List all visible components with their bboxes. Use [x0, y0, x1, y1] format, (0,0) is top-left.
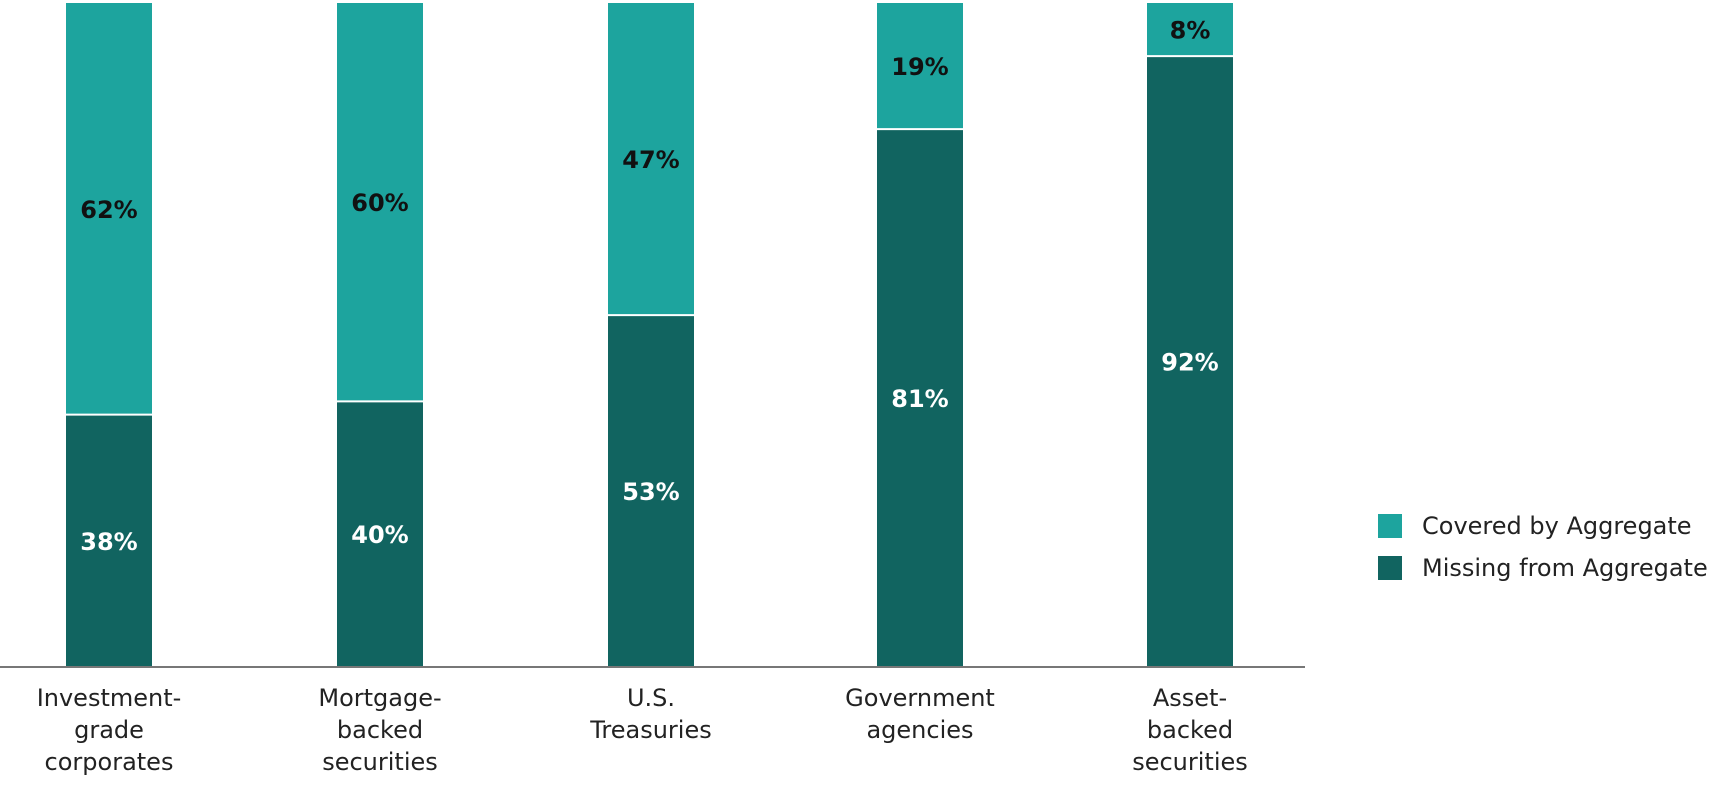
- category-label-line-1-0: Mortgage-: [318, 684, 441, 712]
- category-label-line-0-2: corporates: [45, 748, 174, 776]
- bar-segment-covered-3: [877, 3, 963, 130]
- data-label-covered-0: 62%: [80, 196, 137, 224]
- data-label-covered-1: 60%: [351, 189, 408, 217]
- category-label-line-2-0: U.S.: [627, 684, 675, 712]
- category-label-line-4-0: Asset-: [1153, 684, 1227, 712]
- legend-label-covered: Covered by Aggregate: [1422, 512, 1692, 540]
- category-label-0: Investment-grade corporates: [37, 684, 182, 776]
- data-label-covered-3: 19%: [891, 53, 948, 81]
- data-label-missing-4: 92%: [1161, 349, 1218, 377]
- legend: Covered by Aggregate Missing from Aggreg…: [1378, 505, 1708, 589]
- category-label-3: Government agencies: [845, 684, 995, 744]
- bar-segment-missing-1: [337, 401, 423, 667]
- legend-item-missing: Missing from Aggregate: [1378, 547, 1708, 589]
- category-label-line-2-1: Treasuries: [589, 716, 711, 744]
- legend-label-missing: Missing from Aggregate: [1422, 554, 1708, 582]
- segment-labels-group: 38% 62% 40% 60% 53% 47% 81% 19% 92% 8%: [80, 17, 1218, 556]
- data-label-covered-4: 8%: [1170, 17, 1211, 45]
- category-label-line-3-0: Government: [845, 684, 995, 712]
- category-label-4: Asset-backed securities: [1132, 684, 1248, 776]
- category-label-line-0-1: grade: [74, 716, 144, 744]
- category-label-line-0-0: Investment-: [37, 684, 182, 712]
- bar-segment-missing-4: [1147, 56, 1233, 668]
- category-label-line-1-1: backed: [337, 716, 423, 744]
- category-label-line-4-1: backed: [1147, 716, 1233, 744]
- category-labels-group: Investment-grade corporates Mortgage-backe…: [37, 684, 1248, 776]
- data-label-missing-1: 40%: [351, 521, 408, 549]
- legend-item-covered: Covered by Aggregate: [1378, 505, 1708, 547]
- data-label-missing-3: 81%: [891, 385, 948, 413]
- legend-swatch-covered: [1378, 514, 1402, 538]
- category-label-2: U.S. Treasuries: [589, 684, 711, 744]
- legend-swatch-missing: [1378, 556, 1402, 580]
- category-label-1: Mortgage-backed securities: [318, 684, 441, 776]
- bar-segment-missing-2: [608, 315, 694, 667]
- data-label-missing-2: 53%: [622, 478, 679, 506]
- bars-group: [66, 3, 1233, 668]
- category-label-line-1-2: securities: [322, 748, 438, 776]
- bar-segment-covered-0: [66, 3, 152, 415]
- category-label-line-3-1: agencies: [866, 716, 973, 744]
- bar-segment-covered-4: [1147, 3, 1233, 57]
- data-label-covered-2: 47%: [622, 146, 679, 174]
- bar-segment-covered-2: [608, 3, 694, 316]
- category-label-line-4-2: securities: [1132, 748, 1248, 776]
- bar-segment-missing-3: [877, 129, 963, 667]
- bar-segment-covered-1: [337, 3, 423, 402]
- bar-segment-missing-0: [66, 414, 152, 667]
- data-label-missing-0: 38%: [80, 528, 137, 556]
